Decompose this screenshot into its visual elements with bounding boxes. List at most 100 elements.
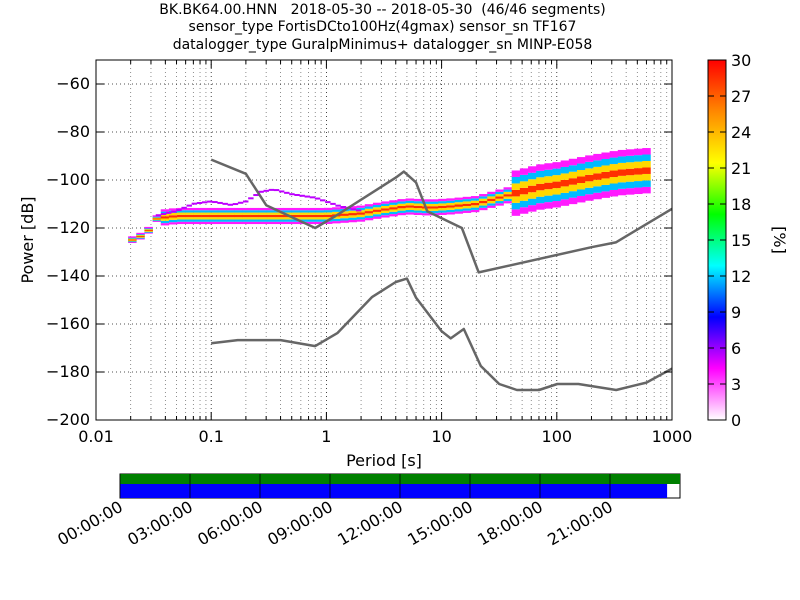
psd-cell	[601, 184, 610, 192]
psd-cell	[593, 192, 602, 200]
psd-cell	[560, 166, 570, 174]
psd-cell	[340, 220, 349, 223]
psd-cell	[617, 149, 627, 157]
psd-cell	[263, 189, 269, 192]
psd-cell	[299, 212, 308, 215]
psd-cell	[560, 192, 570, 200]
psd-cell	[397, 199, 406, 202]
colorbar-tick-label: 24	[731, 123, 751, 142]
psd-cell	[193, 217, 202, 220]
psd-cell	[536, 203, 545, 210]
psd-cell	[479, 200, 488, 204]
psd-cell	[315, 212, 325, 215]
colorbar: 0 3 6 9 12 15 18 21 24 27 30 [%]	[707, 51, 789, 430]
psd-cell	[168, 219, 178, 223]
psd-cell	[185, 207, 194, 211]
psd-cell	[617, 188, 627, 196]
psd-cell	[552, 162, 561, 169]
psd-cell	[258, 219, 268, 222]
psd-cell	[217, 210, 227, 213]
psd-cell	[152, 218, 162, 221]
psd-cell	[250, 217, 259, 220]
psd-cell	[226, 219, 235, 222]
psd-cell	[226, 207, 235, 211]
psd-cell	[299, 217, 308, 220]
psd-cell	[275, 207, 284, 211]
psd-cell	[226, 217, 235, 220]
psd-cell	[291, 219, 300, 222]
psd-cell	[405, 207, 415, 210]
psd-cell	[576, 170, 586, 177]
psd-cell	[348, 213, 357, 216]
psd-cell	[528, 205, 537, 212]
psd-cell	[381, 215, 390, 218]
psd-cell	[625, 162, 635, 169]
psd-cell	[625, 188, 635, 195]
psd-cell	[299, 210, 308, 213]
x-tick-label: 0.1	[198, 427, 223, 446]
psd-cell	[397, 203, 406, 207]
psd-cell	[248, 197, 254, 200]
psd-cell	[479, 205, 488, 208]
psd-cell	[209, 214, 219, 218]
colorbar-tick-label: 30	[731, 51, 751, 70]
psd-cell	[634, 168, 643, 175]
psd-cell	[323, 207, 333, 211]
psd-cell	[340, 215, 349, 219]
psd-cell	[438, 203, 447, 206]
psd-cell	[323, 221, 333, 224]
chart-title-line-2: sensor_type FortisDCto100Hz(4gmax) senso…	[188, 19, 577, 35]
psd-cell	[364, 217, 374, 221]
psd-cell	[438, 208, 447, 211]
psd-cell	[299, 207, 308, 211]
psd-cell	[250, 219, 259, 222]
psd-cell	[544, 189, 553, 196]
psd-cell	[617, 182, 627, 189]
psd-cell	[209, 219, 219, 222]
psd-cell	[609, 157, 619, 165]
psd-cell	[381, 203, 390, 207]
psd-cell	[389, 204, 398, 208]
psd-cell	[511, 183, 521, 190]
psd-cell	[487, 205, 496, 208]
psd-cell	[601, 158, 610, 166]
psd-cell	[552, 194, 561, 202]
psd-cell	[356, 214, 366, 218]
psd-cell	[438, 212, 447, 215]
psd-cell	[234, 207, 243, 211]
psd-cell	[160, 209, 170, 212]
psd-cell	[177, 212, 186, 215]
psd-cell	[176, 209, 182, 212]
psd-cell	[617, 156, 627, 163]
psd-cell	[389, 214, 398, 217]
psd-cell	[234, 210, 243, 213]
availability-time-label: 21:00:00	[544, 497, 616, 549]
psd-cell	[217, 212, 227, 215]
psd-cell	[291, 210, 300, 213]
psd-cell	[560, 199, 570, 206]
psd-cell	[454, 206, 464, 210]
y-tick-label: −160	[46, 314, 90, 333]
psd-cell	[381, 201, 390, 204]
psd-cell	[340, 211, 349, 214]
psd-cell	[601, 178, 610, 185]
psd-cell	[323, 212, 333, 215]
psd-cell	[470, 205, 480, 208]
psd-cell	[576, 176, 586, 184]
psd-cell	[209, 217, 219, 220]
psd-cell	[585, 161, 594, 169]
psd-cell	[470, 207, 480, 210]
psd-cell	[430, 199, 439, 202]
psd-cell	[413, 203, 423, 206]
psd-cell	[266, 207, 276, 211]
psd-cell	[332, 211, 341, 215]
psd-cell	[397, 212, 406, 216]
psd-cell	[470, 198, 480, 201]
psd-cell	[544, 176, 553, 183]
psd-cell	[348, 215, 357, 218]
psd-cell	[364, 211, 374, 214]
psd-cell	[634, 181, 643, 188]
psd-cell	[332, 221, 341, 224]
psd-cell	[454, 211, 464, 214]
psd-cell	[258, 210, 268, 213]
